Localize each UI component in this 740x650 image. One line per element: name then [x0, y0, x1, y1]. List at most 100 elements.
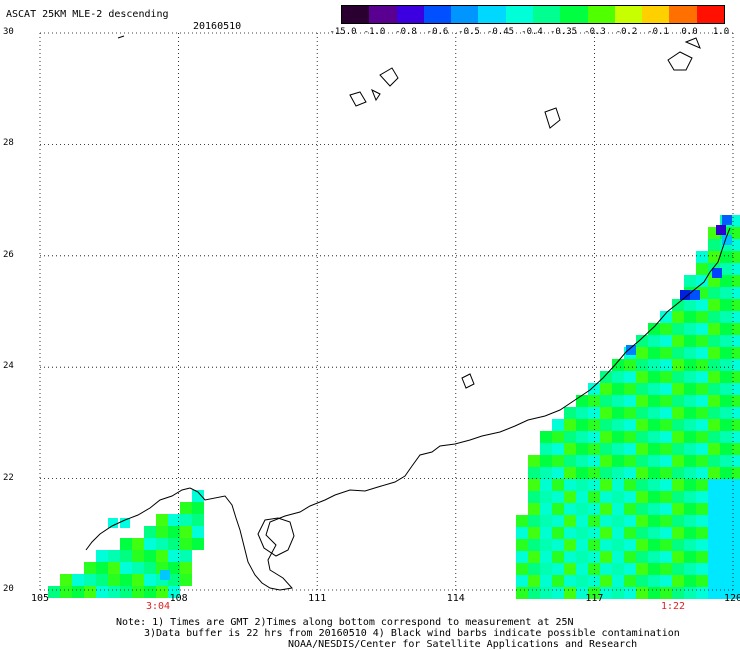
swath-cell — [732, 527, 740, 539]
swath-cell — [732, 551, 740, 563]
swath-cell — [564, 479, 576, 491]
swath-cell — [540, 539, 552, 551]
swath-cell — [648, 359, 660, 371]
swath-cell — [648, 563, 660, 575]
swath-cell — [564, 467, 576, 479]
latitude-label: 26 — [3, 249, 14, 260]
swath-cell — [648, 371, 660, 383]
swath-cell — [552, 515, 564, 527]
swath-cell — [626, 345, 636, 355]
swath-cell — [528, 515, 540, 527]
swath-cell — [612, 359, 624, 371]
swath-cell — [648, 455, 660, 467]
swath-cell — [708, 335, 720, 347]
color-scale-segment — [369, 6, 398, 23]
swath-cell — [648, 575, 660, 587]
swath-cell — [612, 575, 624, 587]
swath-cell — [624, 587, 636, 599]
swath-cell — [576, 503, 588, 515]
swath-cell — [684, 347, 696, 359]
swath-cell — [564, 551, 576, 563]
swath-cell — [144, 586, 156, 598]
swath-cell — [672, 431, 684, 443]
color-scale-segment — [696, 6, 724, 23]
swath-cell — [660, 311, 672, 323]
swath-cell — [564, 587, 576, 599]
swath-cell — [696, 467, 708, 479]
swath-cell — [732, 395, 740, 407]
island-6 — [684, 37, 701, 49]
swath-cell — [612, 587, 624, 599]
swath-cell — [600, 503, 612, 515]
swath-cell — [720, 263, 732, 275]
swath-cell — [552, 479, 564, 491]
swath-cell — [96, 586, 108, 598]
swath-cell — [624, 551, 636, 563]
swath-cell — [108, 574, 120, 586]
swath-cell — [180, 574, 192, 586]
swath-cell — [648, 323, 660, 335]
swath-cell — [708, 287, 720, 299]
swath-cell — [132, 538, 144, 550]
swath-cell — [672, 419, 684, 431]
swath-cell — [672, 407, 684, 419]
swath-cell — [624, 419, 636, 431]
swath-cell — [684, 563, 696, 575]
swath-cell — [156, 550, 168, 562]
color-scale-segment — [505, 6, 534, 23]
swath-cell — [720, 383, 732, 395]
swath-cell — [732, 587, 740, 599]
note-line-3: NOAA/NESDIS/Center for Satellite Applica… — [288, 639, 638, 650]
color-scale-segment — [478, 6, 507, 23]
swath-cell — [552, 419, 564, 431]
swath-cell — [684, 551, 696, 563]
swath-cell — [732, 311, 740, 323]
color-scale-segment — [669, 6, 698, 23]
color-scale-label: -0.45 — [486, 27, 515, 37]
swath-cell — [708, 431, 720, 443]
mainland-coastline — [189, 227, 731, 591]
swath-cell — [708, 311, 720, 323]
swath-cell — [564, 443, 576, 455]
swath-cell — [600, 431, 612, 443]
swath-cell — [612, 395, 624, 407]
swath-cell — [72, 586, 84, 598]
swath-cell — [684, 371, 696, 383]
swath-cell — [648, 467, 660, 479]
swath-cell — [684, 455, 696, 467]
swath-cell — [720, 347, 732, 359]
pass-time-left: 3:04 — [145, 601, 171, 612]
swath-cell — [540, 455, 552, 467]
swath-cell — [564, 575, 576, 587]
swath-cell — [552, 575, 564, 587]
swath-cell — [180, 514, 192, 526]
swath-cell — [636, 539, 648, 551]
swath-cell — [540, 527, 552, 539]
swath-cell — [696, 539, 708, 551]
swath-cell — [732, 383, 740, 395]
swath-cell — [648, 395, 660, 407]
swath-cell — [120, 538, 132, 550]
swath-cell — [732, 299, 740, 311]
swath-cell — [660, 503, 672, 515]
swath-cell — [720, 575, 732, 587]
swath-cell — [684, 419, 696, 431]
swath-cell — [708, 359, 720, 371]
swath-cell — [576, 515, 588, 527]
swath-cell — [720, 527, 732, 539]
swath-cell — [528, 539, 540, 551]
swath-cell — [684, 491, 696, 503]
swath-cell — [708, 371, 720, 383]
swath-cell — [708, 539, 720, 551]
swath-cell — [684, 323, 696, 335]
swath-cell — [732, 263, 740, 275]
swath-cell — [636, 419, 648, 431]
swath-cell — [528, 467, 540, 479]
color-scale-label: -0.1 — [647, 27, 669, 37]
swath-cell — [660, 431, 672, 443]
swath-cell — [660, 539, 672, 551]
swath-cell — [600, 515, 612, 527]
swath-cell — [564, 515, 576, 527]
swath-cell — [72, 574, 84, 586]
swath-cell — [708, 395, 720, 407]
